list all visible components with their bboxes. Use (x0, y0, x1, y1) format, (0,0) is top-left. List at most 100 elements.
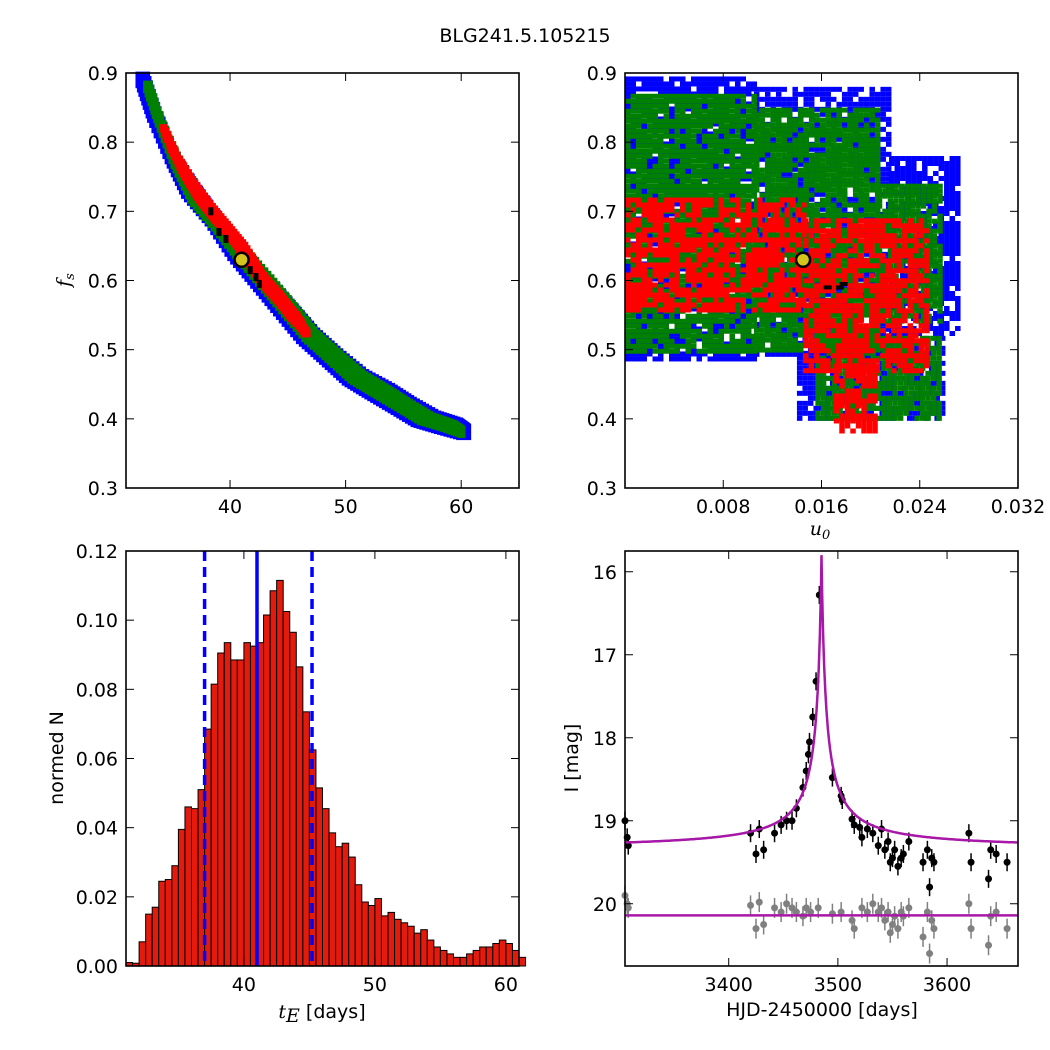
green-cell (647, 223, 653, 229)
blue-cell (802, 385, 808, 391)
green-cell (713, 113, 719, 119)
blue-cell (944, 231, 950, 236)
blue-cell (863, 271, 870, 277)
green-cell (669, 188, 675, 194)
green-cell (707, 143, 713, 149)
green-cell (669, 338, 675, 344)
blue-cell (944, 201, 950, 206)
green-cell (652, 233, 658, 239)
green-cell (663, 348, 669, 354)
green-cell (775, 167, 782, 173)
blue-cell (674, 201, 680, 207)
green-cell (858, 187, 864, 193)
best-fit-cell (216, 228, 222, 237)
green-cell (724, 313, 730, 319)
green-cell (786, 192, 793, 198)
green-cell (863, 162, 870, 168)
green-cell (691, 343, 697, 349)
green-cell (729, 153, 735, 159)
green-cell (652, 108, 658, 114)
blue-cell (858, 96, 864, 102)
green-cell (630, 148, 636, 154)
green-cell (674, 93, 680, 99)
green-cell (713, 178, 719, 184)
blue-cell (669, 356, 675, 362)
blue-cell (797, 91, 804, 97)
green-cell (814, 112, 820, 118)
blue-cell (781, 171, 787, 177)
blue-cell (905, 171, 912, 176)
green-cell (852, 107, 859, 113)
blue-cell (729, 76, 735, 82)
green-cell (847, 272, 853, 278)
green-cell (735, 328, 741, 334)
blue-cell (955, 286, 961, 291)
blue-cell (955, 241, 961, 246)
green-cell (808, 162, 815, 168)
green-cell (707, 133, 713, 139)
green-cell (691, 168, 697, 174)
best-fit-cell (253, 273, 259, 282)
green-cell (702, 318, 708, 324)
blue-cell (658, 86, 664, 92)
green-cell (770, 172, 776, 178)
blue-cell (724, 86, 730, 92)
blue-cell (916, 331, 923, 336)
blue-cell (911, 161, 917, 166)
green-cell (685, 133, 691, 139)
green-cell (814, 152, 820, 158)
green-cell (735, 308, 741, 314)
green-cell (847, 132, 853, 138)
green-cell (707, 348, 713, 354)
green-cell (746, 198, 752, 204)
green-cell (797, 147, 804, 153)
blue-cell (802, 360, 808, 366)
blue-cell (885, 116, 892, 122)
blue-cell (797, 161, 804, 167)
green-cell (836, 242, 842, 248)
green-cell (625, 173, 631, 179)
green-cell (830, 202, 837, 208)
green-cell (669, 143, 675, 149)
blue-cell (955, 261, 961, 266)
blue-cell (729, 191, 735, 197)
green-cell (836, 162, 842, 168)
blue-cell (641, 186, 647, 192)
green-cell (718, 118, 724, 124)
green-cell (702, 173, 708, 179)
green-cell (746, 228, 752, 234)
blue-cell (830, 86, 837, 92)
blue-cell (927, 326, 934, 331)
blue-cell (641, 86, 647, 92)
green-cell (781, 187, 787, 193)
green-cell (830, 117, 837, 123)
green-cell (775, 172, 782, 178)
blue-cell (669, 76, 675, 82)
green-cell (740, 163, 746, 169)
green-cell (740, 208, 746, 214)
green-cell (457, 425, 466, 439)
green-cell (830, 122, 837, 128)
blue-cell (759, 181, 765, 187)
green-cell (819, 212, 826, 218)
blue-cell (751, 81, 757, 87)
green-cell (740, 148, 746, 154)
blue-cell (746, 81, 752, 87)
blue-cell (647, 86, 653, 92)
green-cell (691, 163, 697, 169)
blue-cell (735, 86, 741, 92)
green-cell (680, 333, 686, 339)
green-cell (819, 197, 826, 203)
green-cell (674, 143, 680, 149)
blue-cell (894, 161, 901, 166)
green-cell (729, 318, 735, 324)
blue-cell (889, 181, 895, 186)
green-cell (729, 183, 735, 189)
green-cell (625, 348, 631, 354)
green-cell (658, 158, 664, 164)
green-cell (764, 162, 771, 168)
blue-cell (851, 385, 858, 391)
green-cell (753, 117, 760, 123)
green-cell (724, 203, 730, 209)
blue-cell (928, 380, 935, 386)
